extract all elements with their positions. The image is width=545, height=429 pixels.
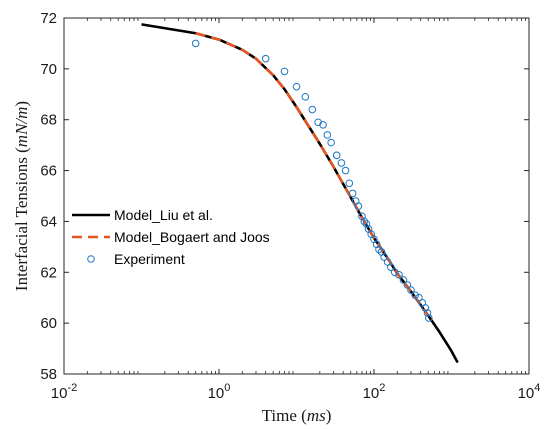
experiment-point <box>332 151 341 160</box>
experiment-point <box>261 54 270 63</box>
experiment-point <box>345 179 354 188</box>
experiment-point <box>191 39 200 48</box>
experiment-point <box>358 212 366 221</box>
x-tick-label: 102 <box>363 382 386 402</box>
y-tick-label: 68 <box>40 112 57 129</box>
y-tick-label: 58 <box>40 366 57 383</box>
experiment-point <box>399 276 408 284</box>
legend-label: Model_Liu et al. <box>114 207 213 223</box>
experiment-point <box>423 309 432 317</box>
experiment-point <box>362 220 371 228</box>
y-tick-label: 72 <box>40 10 57 27</box>
legend-marker <box>87 255 95 263</box>
experiment-point <box>319 121 327 129</box>
experiment-point <box>380 253 388 261</box>
experiment-point <box>421 304 430 312</box>
legend-label: Experiment <box>114 251 185 267</box>
experiment-point <box>411 291 419 299</box>
y-tick-label: 70 <box>40 61 57 78</box>
series-layer <box>141 23 459 364</box>
experiment-point <box>415 293 423 302</box>
series-line-1 <box>195 32 430 317</box>
y-tick-label: 64 <box>40 213 57 230</box>
experiment-point <box>407 286 415 294</box>
x-axis-title: Time (ms) <box>262 406 332 425</box>
y-axis-title: Interfacial Tensions (mN/m) <box>12 101 31 291</box>
experiment-point <box>348 189 357 198</box>
experiment-point <box>301 93 310 101</box>
y-tick-label: 66 <box>40 163 57 180</box>
x-tick-label: 100 <box>208 382 231 402</box>
y-tick-label: 60 <box>40 315 57 332</box>
experiment-point <box>327 138 335 147</box>
legend: Model_Liu et al. Model_Bogaert and Joos Ex… <box>72 207 270 267</box>
experiment-point <box>375 245 383 254</box>
experiment-point <box>308 105 317 114</box>
experiment-point <box>292 82 301 91</box>
x-tick-label: 104 <box>518 382 541 402</box>
experiment-point <box>390 268 399 277</box>
experiment-point <box>425 314 433 322</box>
experiment-point <box>337 159 346 167</box>
y-tick-label: 62 <box>40 264 57 281</box>
ticks-layer <box>63 17 530 375</box>
tick-labels-layer: 58 60 62 64 66 68 70 72 10-2 100 102 104 <box>40 10 540 402</box>
experiment-point <box>354 202 363 210</box>
experiment-point <box>323 131 332 139</box>
legend-label: Model_Bogaert and Joos <box>114 229 270 245</box>
plot-frame <box>63 17 530 375</box>
experiment-point <box>280 67 289 76</box>
experiment-point <box>341 166 350 175</box>
experiment-point <box>395 271 403 279</box>
x-tick-label: 10-2 <box>51 382 77 402</box>
experiment-point <box>360 217 369 226</box>
experiment-point <box>387 263 395 272</box>
experiment-point <box>403 281 412 289</box>
series-line-0 <box>141 23 459 364</box>
